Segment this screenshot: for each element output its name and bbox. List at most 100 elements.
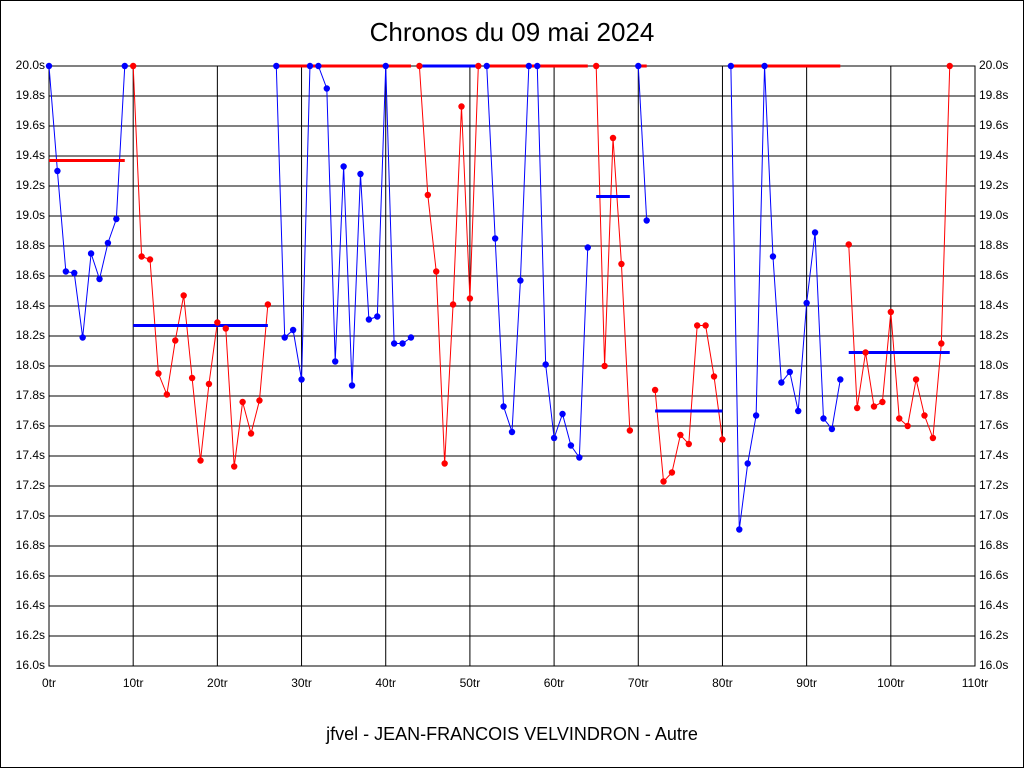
point — [500, 403, 507, 410]
point — [803, 299, 810, 307]
y-tick-label: 18.2s — [16, 328, 45, 342]
y2-tick-label: 18.4s — [979, 298, 1008, 312]
y-tick-label: 18.4s — [16, 298, 45, 312]
point — [542, 361, 549, 368]
point — [163, 391, 171, 398]
point — [744, 460, 751, 467]
y2-tick-label: 18.8s — [979, 238, 1008, 252]
point — [79, 334, 86, 341]
point — [188, 374, 196, 382]
point — [609, 134, 617, 142]
y2-tick-label: 19.6s — [979, 118, 1008, 132]
point — [643, 217, 650, 224]
y-tick-label: 16.8s — [16, 538, 45, 552]
y-tick-label: 16.2s — [16, 628, 45, 642]
point — [281, 334, 288, 341]
point — [921, 412, 928, 419]
point — [896, 415, 903, 422]
x-tick-label: 110tr — [962, 676, 988, 690]
y-tick-label: 17.0s — [16, 508, 45, 522]
x-tick-label: 60tr — [544, 676, 565, 690]
point — [517, 277, 524, 284]
point — [197, 457, 204, 464]
point — [323, 85, 330, 92]
y-tick-label: 19.0s — [16, 208, 45, 222]
point — [778, 379, 785, 386]
y-tick-label: 17.4s — [16, 448, 45, 462]
point — [62, 268, 70, 275]
y2-tick-label: 16.0s — [979, 658, 1008, 672]
y-tick-label: 17.6s — [16, 418, 45, 432]
point — [483, 62, 490, 70]
point — [458, 103, 465, 110]
point — [146, 256, 154, 263]
y2-tick-label: 17.4s — [979, 448, 1008, 462]
point — [820, 415, 827, 422]
point — [811, 229, 819, 236]
point — [315, 62, 322, 70]
point — [54, 167, 61, 175]
point — [129, 62, 137, 70]
point — [45, 62, 53, 70]
y2-tick-label: 19.8s — [979, 88, 1008, 102]
point — [424, 191, 432, 199]
x-tick-label: 100tr — [877, 676, 904, 690]
x-tick-label: 90tr — [796, 676, 817, 690]
point — [121, 62, 128, 70]
point — [306, 62, 314, 70]
y-tick-label: 20.0s — [16, 58, 45, 72]
y-tick-label: 19.8s — [16, 88, 45, 102]
y-tick-label: 16.0s — [16, 658, 45, 672]
point — [685, 440, 692, 448]
point — [736, 526, 743, 533]
x-tick-label: 0tr — [42, 676, 56, 690]
y2-tick-label: 17.8s — [979, 388, 1008, 402]
y2-tick-label: 18.0s — [979, 358, 1008, 372]
y-tick-label: 18.0s — [16, 358, 45, 372]
y-tick-label: 19.6s — [16, 118, 45, 132]
point — [239, 398, 246, 406]
point — [559, 410, 566, 418]
point — [231, 463, 238, 470]
y2-tick-label: 17.6s — [979, 418, 1008, 432]
point — [382, 62, 389, 70]
point — [96, 275, 103, 283]
point — [929, 434, 937, 442]
point — [71, 269, 78, 277]
point — [567, 442, 575, 449]
point — [104, 239, 112, 247]
x-tick-label: 30tr — [291, 676, 312, 690]
point — [534, 62, 541, 70]
y2-tick-label: 20.0s — [979, 58, 1008, 72]
point — [660, 478, 667, 485]
point — [390, 340, 398, 347]
series-line — [637, 65, 648, 221]
point — [508, 428, 516, 436]
point — [525, 62, 533, 70]
y2-tick-label: 17.2s — [979, 478, 1008, 492]
y2-tick-label: 16.2s — [979, 628, 1008, 642]
y2-tick-label: 17.0s — [979, 508, 1008, 522]
point — [399, 340, 406, 347]
point — [180, 292, 187, 299]
point — [256, 397, 263, 404]
x-tick-label: 70tr — [628, 676, 649, 690]
point — [407, 334, 415, 341]
point — [887, 308, 895, 316]
point — [576, 454, 583, 461]
point — [761, 62, 768, 70]
point — [710, 373, 718, 380]
point — [828, 425, 836, 433]
y2-tick-label: 19.4s — [979, 148, 1008, 162]
point — [172, 337, 179, 344]
point — [247, 430, 255, 437]
y2-tick-label: 19.0s — [979, 208, 1008, 222]
point — [626, 427, 634, 434]
point — [222, 325, 229, 332]
y2-tick-label: 18.2s — [979, 328, 1008, 342]
point — [870, 403, 878, 410]
point — [912, 376, 920, 383]
point — [845, 241, 852, 248]
point — [938, 340, 945, 347]
